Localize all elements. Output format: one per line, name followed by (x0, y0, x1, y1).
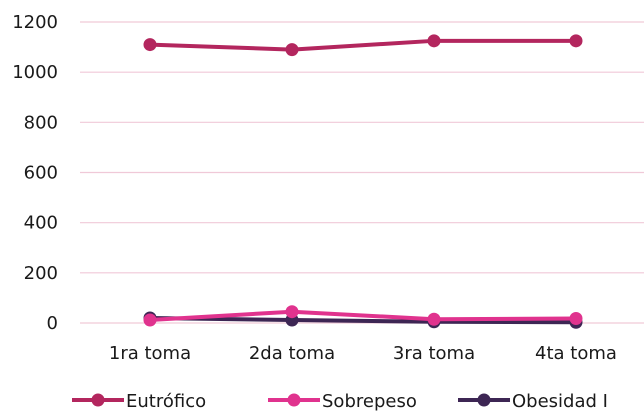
x-tick-label: 1ra toma (109, 343, 191, 364)
y-tick-label: 400 (24, 213, 58, 234)
y-tick-label: 1200 (12, 12, 58, 33)
series-0 (143, 34, 583, 57)
legend-swatch-marker (91, 393, 105, 407)
series-line (149, 38, 576, 52)
y-axis-ticks: 0 200 400 600 800 1000 1200 (12, 12, 58, 334)
x-axis-ticks: 1ra toma 2da toma 3ra toma 4ta toma (109, 343, 617, 364)
series-line (149, 315, 577, 325)
data-point (285, 43, 299, 57)
gridlines (80, 21, 644, 324)
series-group (143, 34, 583, 329)
legend-swatch-marker (287, 393, 301, 407)
data-point (427, 312, 441, 326)
y-tick-label: 200 (24, 263, 58, 284)
legend-item: Obesidad I (458, 391, 608, 412)
x-tick-label: 4ta toma (535, 343, 617, 364)
legend-item: Eutrófico (72, 391, 206, 412)
legend-swatch-marker (477, 393, 491, 407)
x-tick-label: 3ra toma (393, 343, 475, 364)
legend: Eutrófico Sobrepeso Obesidad I (72, 391, 608, 412)
legend-label: Sobrepeso (322, 391, 417, 412)
y-tick-label: 0 (47, 313, 58, 334)
data-point (143, 38, 157, 52)
x-tick-label: 2da toma (249, 343, 335, 364)
data-point (285, 305, 299, 319)
series-line (149, 309, 577, 322)
y-tick-label: 800 (24, 112, 58, 133)
legend-label: Eutrófico (126, 391, 206, 412)
data-point (427, 34, 441, 48)
series-1 (143, 305, 583, 327)
y-tick-label: 600 (24, 163, 58, 184)
data-point (569, 311, 583, 325)
legend-label: Obesidad I (512, 391, 608, 412)
legend-item: Sobrepeso (268, 391, 417, 412)
data-point (569, 34, 583, 48)
data-point (143, 313, 157, 327)
y-tick-label: 1000 (12, 62, 58, 83)
